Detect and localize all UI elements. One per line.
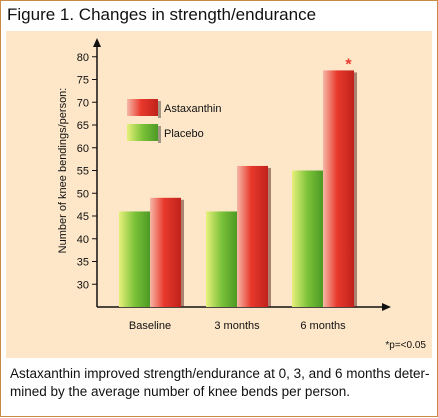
bar-astaxanthin-shadow [181, 199, 184, 307]
y-tick-label: 60 [77, 143, 89, 155]
bars [119, 70, 357, 308]
y-tick-label: 70 [77, 97, 89, 109]
y-tick-label: 40 [77, 234, 89, 246]
bar-astaxanthin [237, 165, 268, 307]
bar-astaxanthin-shadow [268, 167, 271, 307]
y-axis-arrow [93, 38, 101, 47]
y-tick-label: 30 [77, 279, 89, 291]
labels: Number of knee bendings/person: Baseline 3… [57, 56, 426, 351]
axes: 30 35 40 45 50 55 60 65 70 75 80 [77, 38, 391, 311]
footnote: *p=<0.05 [385, 340, 426, 351]
bar-astaxanthin-shadow [354, 72, 357, 308]
legend: Astaxanthin Placebo [127, 99, 221, 143]
caption: Astaxanthin improved strength/endurance … [10, 366, 430, 399]
y-tick-label: 80 [77, 52, 89, 64]
x-category-label: 6 months [300, 320, 346, 332]
bar-placebo [206, 211, 237, 307]
y-tick-label: 45 [77, 211, 89, 223]
figure-title: Figure 1. Changes in strength/endurance [7, 5, 317, 24]
legend-swatch-shadow [158, 101, 161, 118]
y-tick-label: 35 [77, 257, 89, 269]
y-tick-label: 50 [77, 188, 89, 200]
bar-astaxanthin [323, 70, 354, 308]
y-axis-title: Number of knee bendings/person: [57, 88, 69, 254]
bar-placebo [119, 211, 150, 307]
x-axis-arrow [382, 303, 391, 311]
y-tick-label: 55 [77, 166, 89, 178]
y-tick-label: 65 [77, 120, 89, 132]
legend-label: Astaxanthin [164, 103, 221, 115]
x-category-label: 3 months [214, 320, 260, 332]
legend-swatch [127, 99, 158, 116]
bar-placebo [292, 170, 323, 307]
legend-swatch [127, 124, 158, 141]
x-category-label: Baseline [129, 320, 171, 332]
y-tick-label: 75 [77, 75, 89, 87]
legend-swatch-shadow [158, 126, 161, 143]
significance-marker: * [345, 56, 352, 73]
legend-label: Placebo [164, 128, 204, 140]
bar-astaxanthin [150, 197, 181, 307]
